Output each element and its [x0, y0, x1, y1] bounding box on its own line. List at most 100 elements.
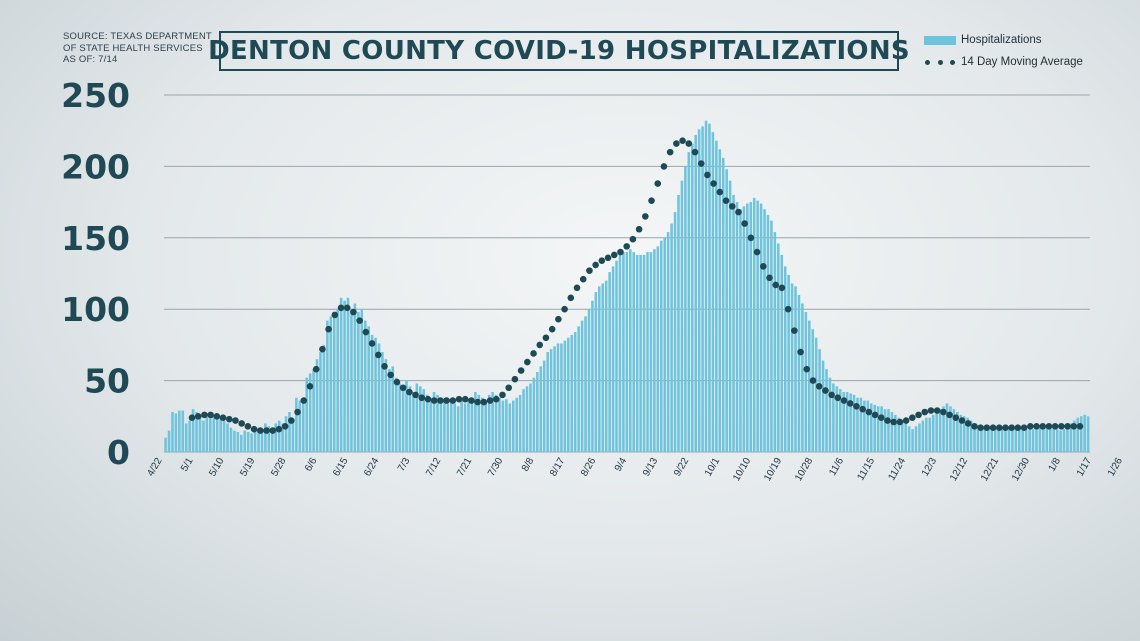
moving-average-point [834, 394, 842, 402]
hospitalization-bar [505, 399, 508, 452]
moving-average-point [586, 267, 593, 274]
x-tick-label: 9/22 [672, 456, 691, 479]
hospitalization-bar [956, 412, 959, 452]
hospitalization-bar [952, 409, 956, 452]
moving-average-point [828, 391, 835, 399]
x-tick-label: 1/26 [1106, 456, 1125, 479]
hospitalization-bar [900, 420, 904, 452]
hospitalization-bar [849, 393, 852, 452]
hospitalization-bar [845, 392, 849, 452]
moving-average-point [722, 197, 730, 204]
hospitalization-bar [938, 409, 942, 452]
x-tick-label: 8/26 [579, 456, 598, 479]
hospitalization-bar [749, 202, 753, 452]
hospitalization-bar [388, 369, 391, 452]
hospitalization-bar [443, 397, 446, 452]
hospitalization-bar [911, 429, 914, 452]
moving-average-point [877, 414, 885, 422]
hospitalization-bar [804, 312, 808, 452]
hospitalization-bar [704, 120, 708, 452]
hospitalization-bar [563, 340, 567, 452]
moving-average-point [474, 398, 481, 406]
y-tick-label: 0 [107, 433, 130, 472]
moving-average-point [610, 251, 618, 259]
hospitalization-bar [422, 389, 426, 452]
hospitalization-bar [594, 292, 598, 452]
hospitalization-bar [739, 209, 742, 452]
hospitalization-bar [246, 432, 250, 452]
hospitalization-bar [529, 383, 532, 452]
moving-average-point [766, 274, 773, 282]
hospitalization-bar [746, 203, 749, 452]
x-tick-label: 9/13 [641, 456, 660, 479]
hospitalization-bar [501, 400, 505, 452]
hospitalization-bar [264, 423, 267, 452]
hospitalization-bar [1066, 426, 1069, 452]
hospitalization-bar [608, 272, 611, 452]
hospitalization-bar [498, 397, 501, 452]
hospitalization-bar [336, 309, 339, 452]
moving-average-point [679, 137, 686, 144]
hospitalization-bar [680, 180, 684, 452]
hospitalization-bar [873, 404, 876, 452]
moving-average-point [492, 395, 500, 403]
hospitalization-bar [894, 414, 897, 452]
hospitalization-bar [415, 383, 419, 452]
hospitalization-bar [271, 427, 274, 452]
moving-average-point [480, 398, 488, 406]
moving-average-point [225, 415, 233, 423]
hospitalization-bar [708, 123, 711, 452]
x-tick-label: 6/24 [362, 456, 381, 479]
hospitalization-bar [171, 412, 174, 452]
hospitalization-bar [343, 300, 346, 452]
moving-average-point [393, 378, 401, 386]
hospitalization-bar [897, 417, 901, 452]
moving-average-point [691, 148, 699, 156]
x-tick-label: 5/1 [179, 456, 196, 474]
hospitalization-bar [666, 232, 670, 452]
moving-average-point [747, 234, 755, 242]
hospitalization-bar [635, 254, 639, 452]
hospitalization-bar [962, 416, 966, 452]
hospitalization-bar [467, 400, 470, 452]
moving-average-point [325, 325, 332, 333]
hospitalization-bar [329, 316, 333, 452]
hospitalization-bar [567, 337, 570, 452]
x-tick-label: 6/6 [303, 456, 320, 474]
hospitalization-bar [453, 403, 457, 452]
hospitalization-bar [281, 423, 284, 452]
hospitalization-bar [839, 389, 842, 452]
legend-item-moving-average: 14 Day Moving Average [924, 51, 1083, 73]
moving-average-point [1033, 422, 1040, 430]
moving-average-point [983, 424, 991, 432]
hospitalization-bar [931, 414, 935, 452]
hospitalization-bar [209, 413, 212, 452]
y-tick-label: 200 [61, 147, 130, 186]
moving-average-point [760, 263, 767, 270]
moving-average-point [964, 420, 972, 427]
moving-average-point [294, 408, 301, 416]
hospitalization-bar [770, 220, 773, 452]
hospitalization-bar [536, 372, 539, 452]
moving-average-point [306, 383, 314, 390]
moving-average-point [735, 208, 742, 216]
moving-average-point [915, 411, 922, 419]
moving-average-point [902, 417, 910, 424]
hospitalization-bar [198, 416, 202, 452]
hospitalization-bar [288, 412, 291, 452]
hospitalization-bar [525, 386, 529, 452]
hospitalization-bar [391, 366, 395, 452]
hospitalization-bar [518, 394, 522, 452]
hospitalization-bar [914, 426, 918, 452]
hospitalization-bar [260, 432, 264, 452]
moving-average-point [207, 411, 214, 419]
hospitalization-bar [1011, 426, 1014, 452]
moving-average-point [921, 408, 929, 416]
hospitalization-bar [997, 429, 1000, 452]
hospitalization-bar [801, 303, 804, 452]
hospitalization-bar [677, 194, 680, 452]
x-tick-label: 10/10 [731, 456, 753, 484]
moving-average-point [536, 341, 544, 349]
moving-average-point [461, 395, 469, 403]
source-line-3: AS OF: 7/14 [63, 54, 118, 65]
